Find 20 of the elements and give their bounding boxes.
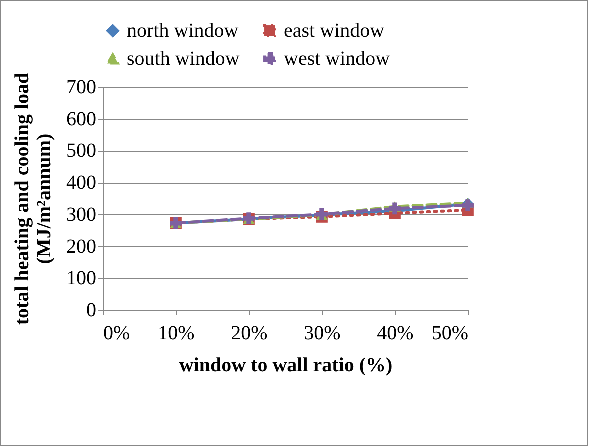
y-tick-label: 600 xyxy=(66,108,96,130)
y-tick-label: 500 xyxy=(66,140,96,162)
legend-label: west window xyxy=(284,48,391,70)
x-axis-title: window to wall ratio (%) xyxy=(179,354,393,376)
y-tick-label: 0 xyxy=(86,300,96,322)
y-axis-title: total heating and cooling load (MJ/m²annum) xyxy=(12,72,56,326)
y-tick-label: 300 xyxy=(66,204,96,226)
legend-label: south window xyxy=(127,48,240,70)
y-tick-label: 400 xyxy=(66,172,96,194)
legend-label: north window xyxy=(127,20,240,42)
x-tick-label: 20% xyxy=(231,322,268,344)
y-tick-label: 100 xyxy=(66,268,96,290)
y-tick-label: 200 xyxy=(66,236,96,258)
x-tick-label: 10% xyxy=(158,322,195,344)
y-tick-label: 700 xyxy=(66,76,96,98)
x-tick-label: 40% xyxy=(377,322,414,344)
x-tick-label: 0% xyxy=(104,322,130,344)
legend-label: east window xyxy=(284,20,386,42)
x-tick-label: 30% xyxy=(304,322,341,344)
x-tick-label: 50% xyxy=(432,322,468,344)
